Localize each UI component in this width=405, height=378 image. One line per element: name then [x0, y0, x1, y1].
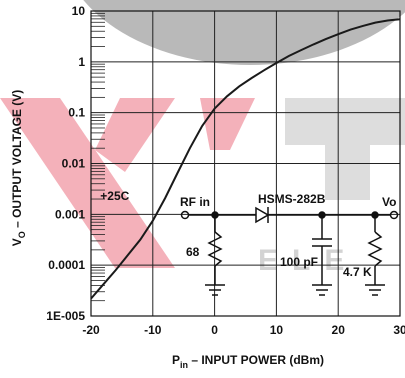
y-tick-label-6: 1E-005 [46, 309, 85, 323]
vo-terminal [389, 210, 399, 220]
x-tick-labels: -20 -10 0 10 20 30 [82, 323, 405, 337]
watermark-t-stem [325, 145, 370, 200]
rf-in-label: RF in [180, 195, 210, 209]
y-axis-title: VO – OUTPUT VOLTAGE (V) [10, 90, 27, 247]
y-axis-title-main: V [10, 238, 24, 246]
rf-in-terminal [180, 210, 190, 220]
x-axis-title-sub: in [180, 360, 188, 370]
y-tick-label-0: 10 [72, 4, 86, 18]
x-axis-title: Pin – INPUT POWER (dBm) [172, 353, 324, 370]
watermark-ele-text: ELE [258, 244, 358, 277]
y-axis-title-rest: – OUTPUT VOLTAGE (V) [10, 90, 24, 232]
watermark-k-right [95, 98, 175, 172]
x-tick-label-3: 10 [270, 323, 284, 337]
y-tick-label-5: 0.0001 [48, 258, 85, 272]
resistor-load-label: 4.7 K [343, 265, 372, 279]
x-tick-label-1: -10 [144, 323, 162, 337]
diode-label: HSMS-282B [258, 192, 326, 206]
resistor-68-label: 68 [186, 245, 200, 259]
x-tick-label-5: 30 [393, 323, 405, 337]
inset-circuit [180, 206, 399, 296]
diode-symbol [255, 206, 270, 224]
watermark-y-arm [200, 98, 255, 150]
watermark-logo: ELE [0, 0, 405, 277]
y-tick-label-3: 0.01 [62, 157, 86, 171]
y-tick-label-4: 0.001 [55, 207, 85, 221]
y-tick-label-1: 1 [78, 55, 85, 69]
y-tick-label-2: 0.1 [68, 106, 85, 120]
vo-label: Vo [382, 195, 396, 209]
x-axis-title-main: P [172, 353, 180, 367]
resistor-68-symbol [207, 231, 223, 267]
watermark-k-left [0, 98, 175, 268]
plot-frame [90, 10, 401, 317]
annotation-25c: +25C [100, 189, 129, 203]
y-axis-title-sub: O [17, 231, 27, 238]
y-minor-ticks [91, 12, 105, 302]
y-tick-labels: 10 1 0.1 0.01 0.001 0.0001 1E-005 [46, 4, 85, 323]
x-tick-label-2: 0 [211, 323, 218, 337]
capacitor-label: 100 pF [280, 255, 318, 269]
resistor-load-symbol [367, 231, 383, 267]
watermark-arc [83, 0, 405, 65]
x-axis-title-rest: – INPUT POWER (dBm) [188, 353, 324, 367]
x-tick-label-4: 20 [332, 323, 346, 337]
series-line-25c [90, 18, 401, 300]
x-tick-label-0: -20 [82, 323, 100, 337]
watermark-t-bar [285, 98, 405, 145]
